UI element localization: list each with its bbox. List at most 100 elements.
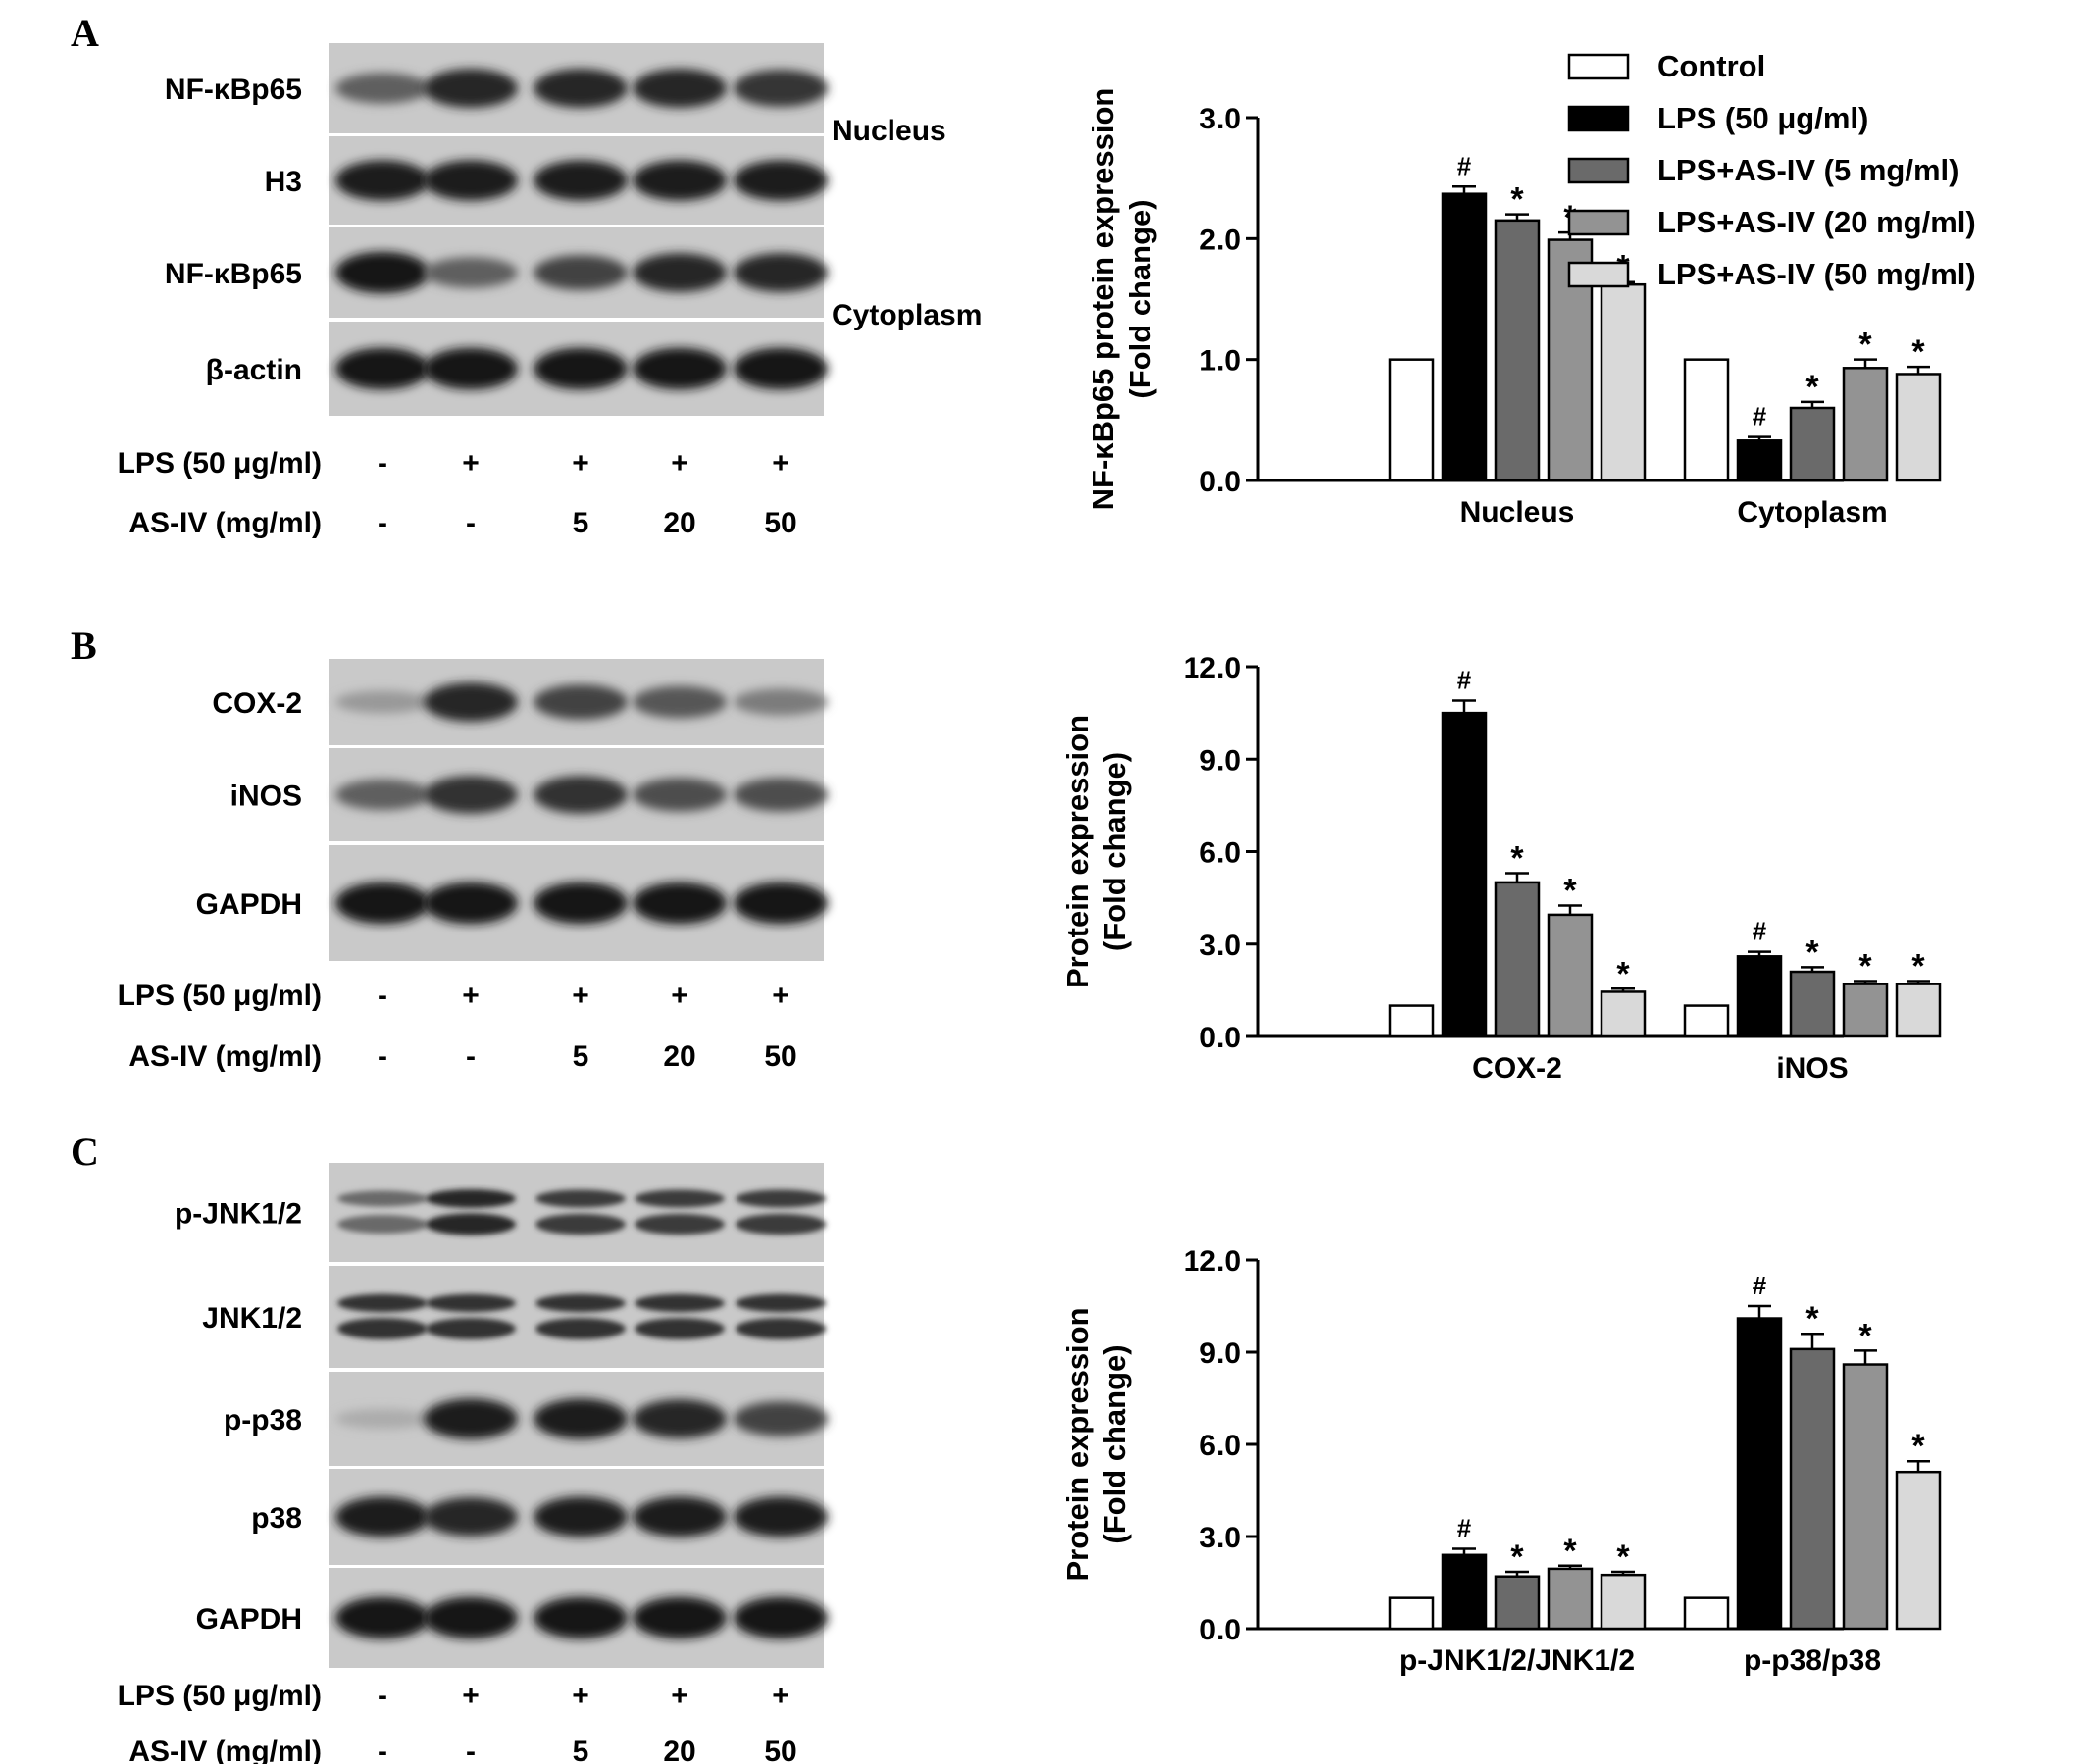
bar [1895, 1470, 1942, 1631]
blot-background [329, 1163, 824, 1262]
blot-strip [329, 1266, 826, 1368]
blot-strip [329, 748, 828, 841]
blot-band [335, 690, 430, 714]
treatment-value: - [378, 447, 387, 479]
bar [1600, 282, 1647, 482]
blot-label: GAPDH [196, 888, 302, 921]
bar [1683, 1596, 1730, 1631]
significance-mark: # [1457, 151, 1472, 180]
blot-band [534, 684, 628, 720]
blot-band [337, 1190, 428, 1207]
significance-mark: * [1616, 1538, 1630, 1576]
legend-entry: LPS (50 μg/ml) [1567, 101, 1868, 135]
blot-label: β-actin [206, 354, 302, 386]
treatment-value: + [671, 980, 688, 1012]
blot-band [335, 882, 430, 925]
blot-band [534, 882, 628, 925]
blot-band [335, 779, 430, 811]
treatment-label: AS-IV (mg/ml) [128, 1040, 322, 1073]
blot-band [335, 347, 430, 390]
blot-strip [329, 227, 828, 318]
significance-mark: # [1753, 1271, 1767, 1300]
legend-label: LPS+AS-IV (20 mg/ml) [1657, 205, 1976, 239]
panels-layer: A NF-κBp65 H3 Nucleus NF-κBp65 β-actin Cytopla… [71, 11, 1942, 1764]
y-axis-label: Protein expression [1060, 715, 1094, 988]
blot-band [734, 1596, 828, 1639]
bar [1441, 192, 1488, 482]
treatment-label: LPS (50 μg/ml) [118, 447, 322, 479]
blot-band [734, 253, 828, 292]
treatment-value: 5 [573, 1736, 589, 1764]
blot-band [734, 778, 828, 812]
treatment-value: 5 [573, 507, 589, 539]
significance-mark: # [1753, 402, 1767, 431]
panel-b: B COX-2 iNOS GAPDH LPS (50 μg/ml) - + + + + AS-IV … [71, 624, 828, 1073]
legend-swatch [1567, 261, 1630, 288]
blot-label: NF-κBp65 [165, 258, 302, 290]
treatment-value: 20 [663, 1040, 695, 1073]
treatment-value: - [378, 1040, 387, 1073]
blot-band [534, 776, 628, 814]
blot-label: GAPDH [196, 1603, 302, 1636]
bar [1600, 1573, 1647, 1631]
bar [1600, 990, 1647, 1038]
treatment-value: + [462, 1680, 480, 1712]
blot-band [635, 1293, 725, 1313]
blot-band [534, 347, 628, 390]
blot-band [535, 1189, 626, 1208]
blot-strip [329, 1163, 826, 1262]
blot-band [424, 882, 518, 925]
blot-band [734, 688, 828, 716]
blot-band [424, 347, 518, 390]
treatment-value: + [462, 447, 480, 479]
blot-band [633, 1399, 727, 1438]
significance-mark: * [1858, 1317, 1872, 1354]
blot-band [633, 882, 727, 925]
blot-band [734, 1496, 828, 1537]
bar [1388, 358, 1435, 482]
bar-chart-b: 0.0 3.0 6.0 9.0 12.0 Protein expression (Fold … [1060, 652, 1942, 1084]
bar [1736, 439, 1783, 482]
blot-label: p38 [251, 1502, 302, 1535]
blot-band [635, 1189, 725, 1208]
y-tick-label: 3.0 [1199, 1522, 1241, 1554]
treatment-value: + [671, 447, 688, 479]
blot-strip [329, 136, 828, 225]
panel-a: A NF-κBp65 H3 Nucleus NF-κBp65 β-actin Cytopla… [71, 11, 982, 539]
blot-strip [329, 322, 828, 416]
blot-band [424, 682, 518, 722]
y-axis-label: (Fold change) [1123, 199, 1157, 398]
blot-band [736, 1293, 826, 1313]
bar [1842, 1363, 1889, 1631]
treatment-value: - [466, 1040, 476, 1073]
legend-label: LPS+AS-IV (50 mg/ml) [1657, 257, 1976, 291]
significance-mark: * [1911, 947, 1925, 984]
blot-band [535, 1293, 626, 1313]
blot-band [734, 347, 828, 390]
blot-band [424, 1497, 518, 1537]
blot-label: JNK1/2 [202, 1302, 302, 1335]
significance-mark: * [1858, 947, 1872, 984]
bar [1388, 1004, 1435, 1038]
treatment-value: 20 [663, 1736, 695, 1764]
y-tick-label: 12.0 [1184, 652, 1241, 684]
y-tick-label: 12.0 [1184, 1245, 1241, 1278]
bar [1494, 881, 1541, 1038]
significance-mark: * [1510, 1538, 1524, 1576]
blot-band [534, 255, 628, 290]
y-tick-label: 3.0 [1199, 930, 1241, 962]
blot-band [335, 73, 430, 104]
treatment-value: + [572, 447, 589, 479]
treatment-value: - [378, 1680, 387, 1712]
y-axis-label: (Fold change) [1097, 752, 1132, 951]
blot-band [534, 1596, 628, 1639]
y-tick-label: 3.0 [1199, 103, 1241, 135]
blot-band [635, 1318, 725, 1339]
y-tick-label: 1.0 [1199, 345, 1241, 378]
blot-band [335, 1408, 430, 1430]
bar [1547, 1567, 1594, 1631]
treatment-value: 20 [663, 507, 695, 539]
legend-entry: LPS+AS-IV (50 mg/ml) [1567, 257, 1976, 291]
legend-swatch [1567, 53, 1630, 80]
